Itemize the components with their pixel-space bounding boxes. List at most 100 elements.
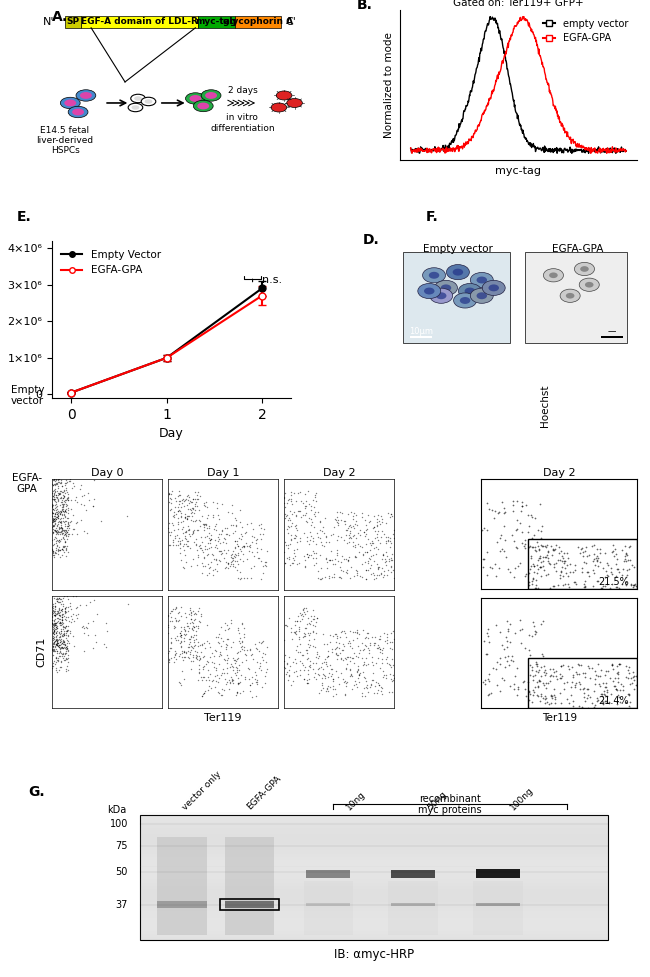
Point — [592, 694, 602, 709]
Point — [51, 511, 61, 527]
Point — [53, 541, 64, 557]
Bar — [140, 828, 608, 831]
Point — [65, 625, 75, 641]
Point — [183, 618, 193, 634]
Point — [261, 664, 271, 680]
Point — [283, 672, 294, 688]
Point — [178, 653, 188, 668]
Point — [628, 669, 638, 685]
Point — [619, 548, 630, 564]
Point — [625, 676, 636, 692]
Point — [63, 622, 73, 638]
Point — [164, 515, 174, 531]
Circle shape — [418, 283, 441, 299]
Point — [374, 660, 385, 676]
Point — [58, 530, 68, 545]
Point — [176, 628, 186, 644]
Point — [233, 662, 244, 678]
Point — [79, 644, 89, 659]
Point — [307, 531, 318, 546]
Point — [557, 553, 567, 569]
Point — [221, 554, 231, 570]
Point — [376, 686, 387, 701]
Point — [50, 633, 60, 649]
Point — [294, 606, 305, 621]
Point — [60, 653, 70, 668]
Point — [55, 521, 65, 536]
Point — [223, 556, 233, 572]
Point — [351, 563, 361, 578]
Point — [47, 525, 58, 540]
Point — [214, 543, 225, 559]
Point — [281, 666, 292, 682]
Point — [224, 527, 234, 542]
Point — [193, 550, 203, 566]
Point — [602, 575, 612, 591]
Point — [220, 520, 230, 535]
Point — [189, 505, 200, 521]
Point — [341, 522, 351, 537]
Point — [209, 680, 220, 696]
Point — [494, 504, 504, 520]
Point — [49, 604, 59, 619]
Point — [608, 537, 618, 553]
Point — [200, 516, 210, 531]
Point — [591, 550, 601, 566]
Point — [551, 663, 561, 679]
Point — [55, 506, 65, 522]
Point — [54, 605, 64, 620]
Point — [53, 594, 64, 610]
Point — [187, 504, 197, 520]
Point — [527, 539, 538, 555]
Point — [538, 664, 549, 680]
Point — [369, 571, 379, 586]
Point — [190, 651, 201, 666]
Point — [51, 655, 61, 670]
Point — [299, 627, 309, 643]
Point — [320, 529, 331, 544]
Point — [482, 625, 492, 641]
Point — [385, 625, 396, 641]
Point — [369, 519, 380, 534]
Point — [601, 688, 612, 703]
Point — [81, 502, 91, 518]
Point — [603, 569, 613, 584]
Point — [204, 678, 214, 694]
Point — [302, 546, 312, 562]
Point — [52, 489, 62, 505]
Point — [226, 553, 237, 569]
Point — [313, 650, 323, 665]
Point — [567, 564, 578, 579]
Point — [50, 617, 60, 633]
Point — [295, 644, 306, 659]
Point — [53, 534, 64, 550]
Point — [60, 640, 70, 656]
Point — [61, 522, 72, 537]
Point — [547, 690, 558, 705]
Point — [191, 631, 202, 647]
Point — [601, 662, 611, 678]
Point — [524, 627, 534, 643]
Point — [478, 559, 489, 574]
Point — [182, 511, 192, 527]
Point — [187, 654, 197, 669]
Point — [61, 600, 72, 616]
Point — [186, 612, 196, 627]
Point — [567, 699, 578, 714]
Point — [194, 512, 204, 528]
Point — [166, 516, 177, 531]
Point — [163, 617, 174, 633]
Legend: Empty Vector, EGFA-GPA: Empty Vector, EGFA-GPA — [57, 246, 165, 279]
Point — [359, 525, 369, 540]
Point — [354, 667, 365, 683]
Point — [49, 608, 60, 623]
Point — [348, 656, 359, 671]
Point — [170, 610, 181, 625]
Point — [311, 615, 322, 630]
Point — [298, 601, 309, 616]
Point — [358, 546, 368, 562]
Point — [187, 605, 197, 620]
Point — [601, 563, 611, 578]
Point — [626, 670, 636, 686]
Point — [335, 645, 345, 660]
